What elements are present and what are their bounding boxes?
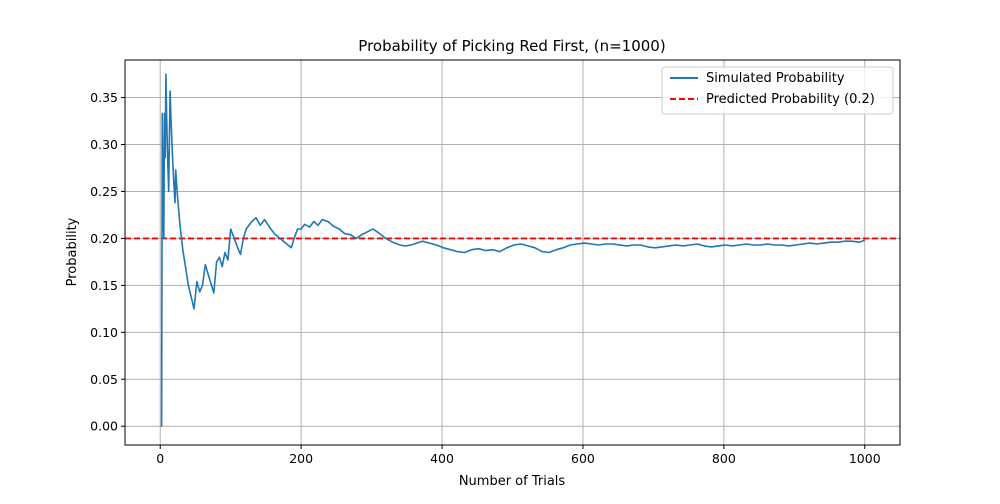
plot-area-frame [124,59,901,446]
legend-box [661,66,894,115]
legend: Simulated Probability Predicted Probabil… [661,66,894,115]
x-tick-label: 400 [430,451,454,466]
y-tick-label: 0.20 [90,231,118,246]
series-line-simulated-probability [160,73,866,428]
x-axis: 0 200 400 600 800 1000 [156,445,881,466]
x-tick-label: 1000 [849,451,881,466]
y-tick-label: 0.25 [90,184,118,199]
x-tick-label: 800 [712,451,736,466]
y-axis: 0.00 0.05 0.10 0.15 0.20 0.25 0.30 0.35 [90,90,125,434]
x-tick-label: 600 [571,451,595,466]
series-layer [160,73,866,428]
y-tick-label: 0.05 [90,372,118,387]
chart-title: Probability of Picking Red First, (n=100… [358,37,665,55]
y-axis-label: Probability [65,217,80,286]
x-axis-label: Number of Trials [459,474,566,489]
y-tick-label: 0.30 [90,137,118,152]
y-tick-label: 0.00 [90,419,118,434]
y-tick-label: 0.15 [90,278,118,293]
legend-label-simulated: Simulated Probability [706,71,845,86]
legend-label-predicted: Predicted Probability (0.2) [706,92,875,107]
x-tick-label: 0 [156,451,164,466]
x-tick-label: 200 [289,451,313,466]
y-tick-label: 0.35 [90,90,118,105]
y-tick-label: 0.10 [90,325,118,340]
